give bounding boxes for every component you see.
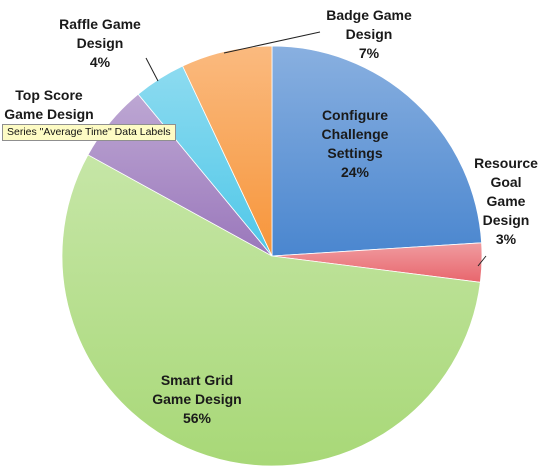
data-label-percent: 56% — [183, 410, 212, 426]
data-label-category: Settings — [327, 145, 382, 161]
data-label-percent: 7% — [359, 45, 380, 61]
pie-slice-badge-game-design[interactable] — [182, 45, 273, 257]
data-label[interactable]: Resource Goal Game Design 3% — [474, 155, 538, 247]
data-labels: Configure Challenge Settings 24% Resource Goa… — [4, 7, 538, 426]
pie-slice-smart-grid-game-design[interactable] — [61, 154, 481, 467]
data-label-percent: 4% — [90, 54, 111, 70]
data-label-category: Game Design — [152, 391, 241, 407]
data-label-category: Configure — [322, 107, 388, 123]
data-labels-tooltip: Series "Average Time" Data Labels — [2, 124, 176, 141]
data-label-category: Challenge — [322, 126, 389, 142]
pie-slices — [61, 45, 483, 467]
leader-line — [477, 255, 487, 267]
data-label-percent: 3% — [496, 231, 517, 247]
data-label-category: Design — [346, 26, 393, 42]
leader-lines — [145, 31, 487, 267]
data-label-category: Resource — [474, 155, 538, 171]
data-label-category: Design — [77, 35, 124, 51]
data-label-category: Raffle Game — [59, 16, 141, 32]
data-label-category: Game — [487, 193, 526, 209]
data-label-category: Top Score — [15, 87, 83, 103]
data-label-category: Badge Game — [326, 7, 412, 23]
pie-slice-configure-challenge-settings[interactable] — [271, 45, 483, 257]
data-label-category: Smart Grid — [161, 372, 233, 388]
leader-line — [223, 31, 321, 54]
leader-line — [145, 57, 159, 82]
data-label-category: Design — [483, 212, 530, 228]
data-label-category: Game Design — [4, 106, 93, 122]
data-label[interactable]: Configure Challenge Settings 24% — [322, 107, 389, 180]
data-label[interactable]: Badge Game Design 7% — [326, 7, 412, 61]
data-label-percent: 24% — [341, 164, 370, 180]
data-label-category: Goal — [490, 174, 521, 190]
data-label[interactable]: Smart Grid Game Design 56% — [152, 372, 241, 426]
data-label[interactable]: Raffle Game Design 4% — [59, 16, 141, 70]
